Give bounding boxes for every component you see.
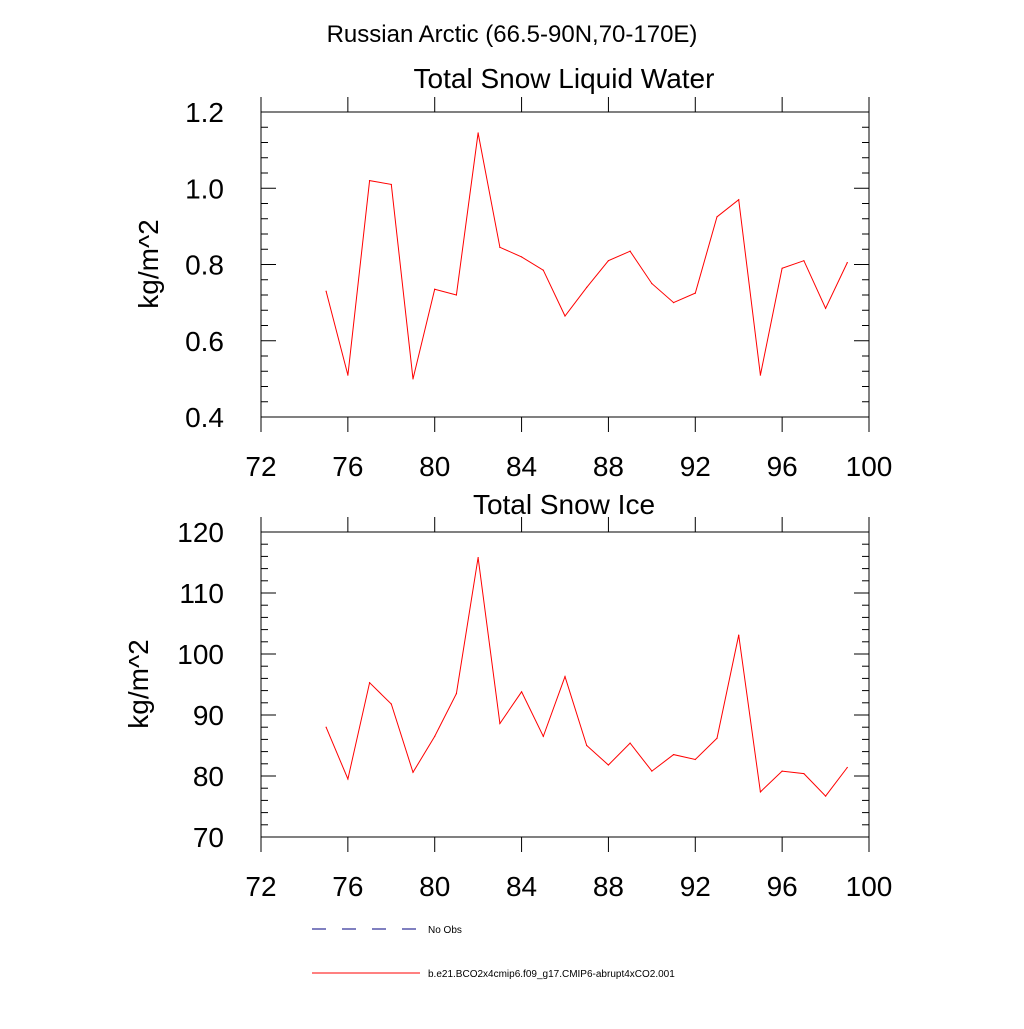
y-tick-label: 0.6	[185, 326, 224, 357]
x-tick-label: 100	[846, 871, 893, 902]
y-tick-label: 1.2	[185, 97, 224, 128]
data-point	[564, 675, 566, 678]
data-point	[542, 269, 544, 271]
data-point	[586, 286, 588, 288]
data-point	[520, 256, 523, 258]
data-point	[607, 764, 610, 766]
data-point	[738, 199, 740, 201]
data-point	[803, 772, 805, 775]
y-tick-label: 120	[177, 517, 224, 548]
data-point	[325, 726, 327, 728]
x-tick-label: 84	[506, 451, 537, 482]
data-point	[694, 758, 696, 761]
data-point	[542, 735, 544, 737]
x-tick-label: 96	[767, 871, 798, 902]
x-tick-label: 92	[680, 871, 711, 902]
data-point	[651, 282, 653, 285]
data-point	[412, 378, 414, 380]
data-point	[368, 180, 371, 182]
x-tick-label: 80	[419, 871, 450, 902]
x-tick-label: 84	[506, 871, 537, 902]
data-point	[759, 791, 762, 793]
x-tick-label: 76	[332, 871, 363, 902]
data-point	[390, 183, 392, 186]
main-title: Russian Arctic (66.5-90N,70-170E)	[327, 21, 698, 48]
data-point	[434, 735, 436, 737]
panel-snow-liquid-water: Total Snow Liquid Water kg/m^2 72 76 80 84 8…	[133, 63, 892, 482]
data-point	[564, 315, 566, 317]
y-tick-label: 100	[177, 639, 224, 670]
data-point	[781, 267, 783, 269]
data-point	[434, 288, 436, 290]
data-point	[368, 682, 371, 684]
legend-label: No Obs	[428, 925, 462, 936]
data-point	[325, 290, 327, 292]
data-point	[347, 374, 349, 376]
y-tick-label: 90	[193, 700, 224, 731]
data-point	[455, 294, 458, 296]
data-point	[455, 693, 458, 695]
y-axis-label: kg/m^2	[123, 639, 154, 728]
data-point	[781, 770, 783, 772]
legend: No Obs b.e21.BCO2x4cmip6.f09_g17.CMIP6-a…	[312, 925, 675, 980]
data-point	[651, 770, 653, 772]
data-point	[846, 766, 848, 769]
data-point	[477, 557, 479, 559]
data-point	[694, 292, 696, 294]
x-tick-label: 80	[419, 451, 450, 482]
data-point	[629, 250, 631, 252]
data-point	[672, 302, 675, 304]
data-point	[738, 634, 740, 636]
plot-frame	[260, 531, 870, 838]
legend-label: b.e21.BCO2x4cmip6.f09_g17.CMIP6-abrupt4x…	[428, 969, 675, 980]
legend-item-no-obs: No Obs	[312, 925, 462, 936]
data-point	[716, 737, 718, 739]
data-point	[824, 307, 827, 309]
x-tick-label: 88	[593, 871, 624, 902]
panel-title: Total Snow Ice	[473, 489, 655, 520]
x-tick-label: 92	[680, 451, 711, 482]
x-tick-label: 96	[767, 451, 798, 482]
x-tick-label: 72	[245, 871, 276, 902]
x-tick-label: 88	[593, 451, 624, 482]
data-point	[390, 703, 392, 705]
y-tick-label: 110	[179, 578, 224, 609]
y-tick-label: 0.8	[185, 250, 224, 281]
data-point	[499, 722, 501, 725]
x-tick-label: 76	[332, 451, 363, 482]
y-axis-label: kg/m^2	[133, 219, 164, 308]
data-point	[477, 132, 479, 134]
data-point	[759, 374, 762, 376]
data-point	[347, 778, 349, 780]
panel-snow-ice: Total Snow Ice kg/m^2 72 76 80 84 88 92 96 100 7…	[123, 489, 892, 902]
data-point	[803, 260, 805, 262]
panel-title: Total Snow Liquid Water	[414, 63, 715, 94]
x-tick-label: 72	[245, 451, 276, 482]
data-point	[716, 216, 718, 218]
data-point	[607, 260, 610, 262]
data-point	[412, 771, 414, 773]
data-point	[672, 754, 675, 756]
y-tick-label: 70	[193, 822, 224, 853]
x-tick-label: 100	[846, 451, 893, 482]
data-point	[629, 742, 631, 744]
data-point	[499, 246, 501, 248]
data-point	[824, 795, 827, 797]
legend-item-model: b.e21.BCO2x4cmip6.f09_g17.CMIP6-abrupt4x…	[312, 969, 675, 980]
y-tick-label: 1.0	[185, 173, 224, 204]
data-point	[520, 691, 523, 693]
y-tick-label: 0.4	[185, 402, 224, 433]
y-tick-label: 80	[193, 761, 224, 792]
data-point	[846, 261, 848, 264]
data-point	[586, 744, 588, 747]
